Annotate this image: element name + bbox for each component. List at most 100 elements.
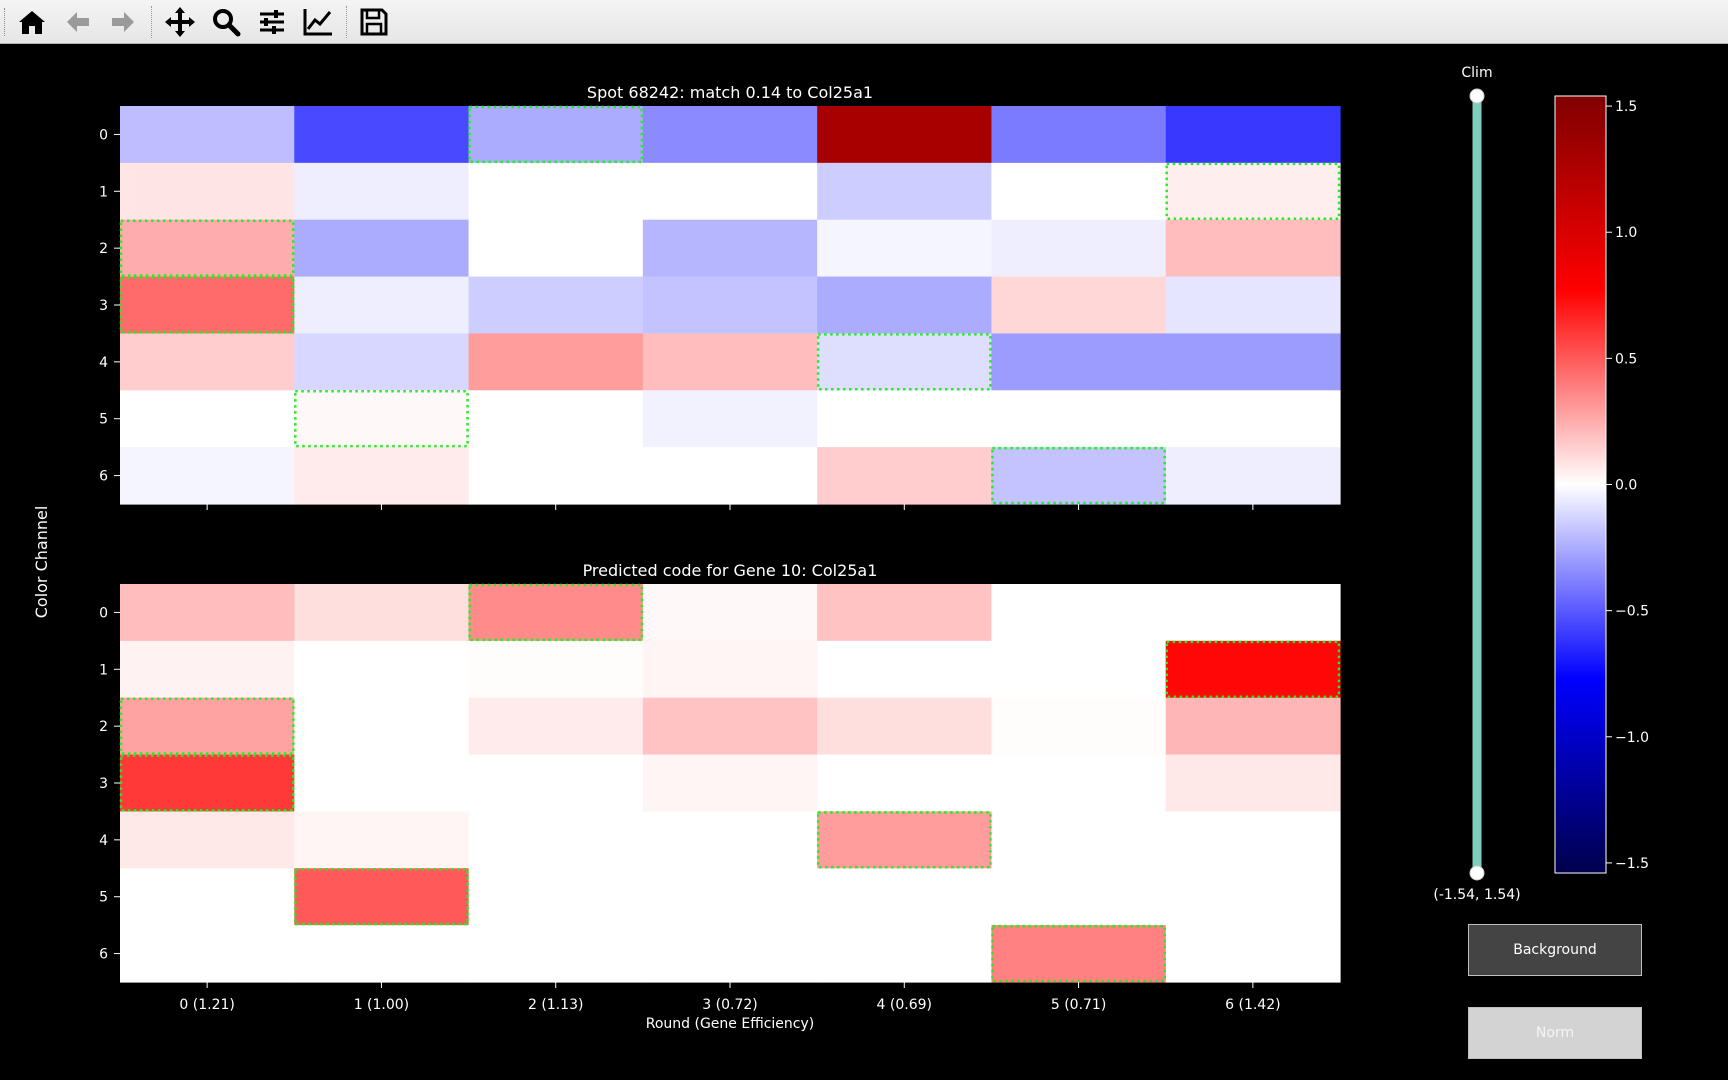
predicted-code-heatmap: Predicted code for Gene 10: Col25a1 0 1 2 3 4… — [99, 561, 1341, 1032]
highlight-box — [816, 811, 992, 869]
highlight-box — [119, 697, 295, 755]
heatmap-cell — [120, 868, 295, 926]
highlight-box — [468, 105, 644, 164]
clim-slider[interactable]: Clim (-1.54, 1.54) — [1433, 65, 1520, 903]
heatmap-cell — [991, 925, 1167, 983]
y-axis-label: Color Channel — [32, 506, 51, 619]
y-tick-label: 5 — [99, 890, 108, 906]
heatmap-cell — [1165, 390, 1341, 448]
highlight-box — [991, 446, 1166, 505]
highlight-box — [1165, 162, 1341, 220]
spot-heatmap: Spot 68242: match 0.14 to Col25a1 0 1 2 3 4 5 6 — [99, 83, 1341, 510]
heatmap-cell — [817, 219, 993, 278]
heatmap-cell — [991, 276, 1167, 335]
heatmap-cell — [642, 697, 818, 756]
edit-axis-icon[interactable] — [299, 3, 337, 41]
colorbar-tick-label: 1.5 — [1615, 99, 1637, 115]
y-tick-label: 6 — [99, 469, 108, 485]
heatmap-cell — [120, 447, 295, 505]
heatmap-cell — [120, 219, 295, 278]
x-tick-label: 3 (0.72) — [702, 997, 757, 1013]
heatmap-cell — [817, 868, 993, 926]
toolbar — [0, 0, 1728, 44]
slider-handle-min[interactable] — [1469, 865, 1485, 881]
toolbar-separator — [346, 6, 348, 38]
x-tick-label: 4 (0.69) — [877, 997, 932, 1013]
heatmap-cell — [642, 811, 818, 869]
colorbar-gradient — [1554, 95, 1607, 874]
highlight-box — [294, 390, 469, 448]
heatmap-cell — [1165, 162, 1341, 221]
heatmap-cell — [294, 390, 470, 448]
heatmap-cell — [817, 811, 993, 869]
figure-canvas: Spot 68242: match 0.14 to Col25a1 0 1 2 3 4 5 6… — [32, 65, 1649, 1032]
zoom-icon[interactable] — [207, 3, 245, 41]
heatmap-cell — [642, 106, 818, 164]
heatmap-cell — [468, 640, 644, 699]
norm-button[interactable]: Norm — [1468, 1007, 1642, 1059]
slider-handle-max[interactable] — [1469, 88, 1485, 104]
heatmap-cell — [991, 640, 1167, 699]
heatmap-cell — [468, 447, 644, 505]
heatmap-cell — [294, 697, 470, 756]
heatmap-cell — [991, 106, 1167, 164]
heatmap-cell — [294, 811, 470, 869]
colorbar-tick-label: 0.5 — [1615, 351, 1637, 367]
heatmap-cell — [294, 162, 470, 221]
heatmap-cell — [1165, 106, 1341, 164]
heatmap-cell — [294, 219, 470, 278]
heatmap-cell — [294, 754, 470, 813]
heatmap-cell — [468, 868, 644, 926]
heatmap-cell — [817, 276, 993, 335]
heatmap-cell — [991, 219, 1167, 278]
heatmap-cell — [817, 333, 993, 391]
heatmap-cell — [991, 868, 1167, 926]
back-icon[interactable] — [59, 3, 97, 41]
heatmap-cell — [468, 925, 644, 983]
y-tick-label: 6 — [99, 947, 108, 963]
heatmap-cell — [120, 811, 295, 869]
heatmap-cell — [468, 333, 644, 391]
y-tick-label: 3 — [99, 298, 108, 314]
heatmap-cell — [120, 584, 295, 642]
heatmap-cell — [120, 390, 295, 448]
heatmap-cell — [817, 447, 993, 505]
save-icon[interactable] — [355, 3, 393, 41]
heatmap-cell — [817, 390, 993, 448]
heatmap-cell — [642, 868, 818, 926]
heatmap-cell — [120, 276, 295, 335]
highlight-box — [991, 924, 1166, 983]
x-axis-label: Round (Gene Efficiency) — [646, 1016, 815, 1032]
heatmap-cell — [120, 925, 295, 983]
heatmap-cell — [642, 333, 818, 391]
heatmap-cell — [1165, 811, 1341, 869]
configure-subplots-icon[interactable] — [253, 3, 291, 41]
heatmap-cell — [817, 754, 993, 813]
plot-title: Spot 68242: match 0.14 to Col25a1 — [587, 83, 873, 102]
heatmap-cell — [468, 276, 644, 335]
heatmap-cell — [817, 640, 993, 699]
heatmap-cell — [642, 925, 818, 983]
heatmap-cell — [1165, 276, 1341, 335]
heatmap-cell — [642, 754, 818, 813]
heatmap-cell — [120, 640, 295, 699]
heatmap-cell — [1165, 219, 1341, 278]
heatmap-cell — [294, 584, 470, 642]
heatmap-cell — [294, 925, 470, 983]
heatmap-cell — [817, 925, 993, 983]
y-tick-label: 4 — [99, 833, 108, 849]
heatmap-cell — [642, 219, 818, 278]
pan-icon[interactable] — [161, 3, 199, 41]
heatmap-cell — [991, 754, 1167, 813]
y-tick-label: 1 — [99, 662, 108, 678]
heatmap-cell — [642, 640, 818, 699]
toolbar-grip — [4, 8, 7, 36]
home-icon[interactable] — [13, 3, 51, 41]
background-button[interactable]: Background — [1468, 924, 1642, 976]
heatmap-cell — [1165, 584, 1341, 642]
forward-icon[interactable] — [104, 3, 142, 41]
heatmap-cell — [991, 162, 1167, 221]
heatmap-cell — [1165, 925, 1341, 983]
x-tick-label: 5 (0.71) — [1051, 997, 1106, 1013]
heatmap-cell — [468, 697, 644, 756]
